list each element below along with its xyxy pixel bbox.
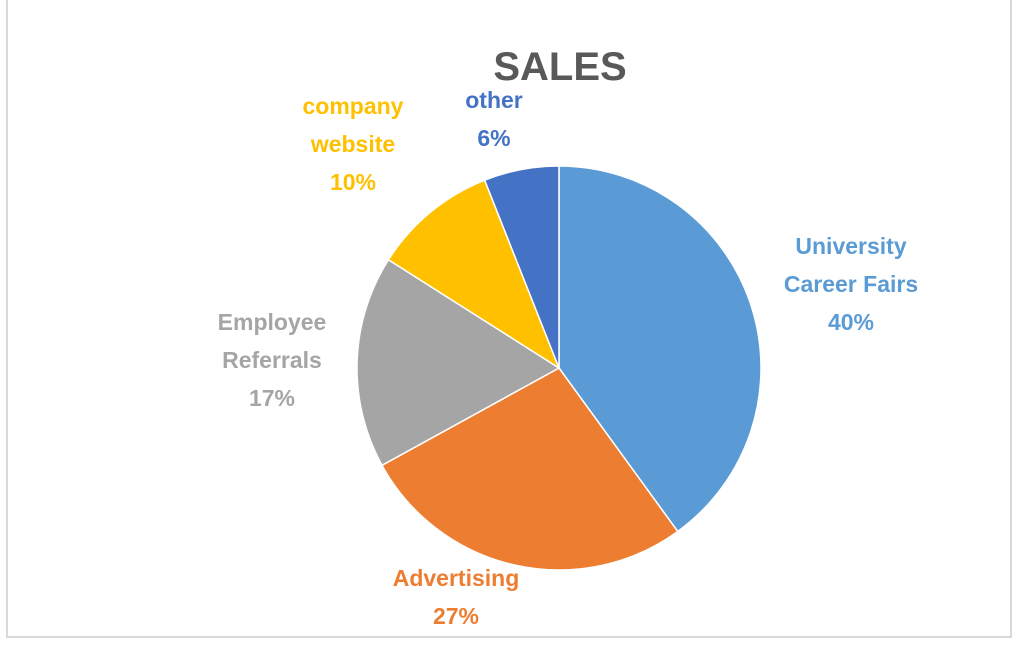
data-label-percent: 40% — [828, 309, 874, 335]
pie-slice — [356, 258, 561, 467]
data-label: Advertising 27% — [393, 565, 520, 629]
pie-slice — [387, 179, 561, 370]
pie-slice — [483, 165, 560, 369]
data-label-percent: 10% — [330, 169, 376, 195]
data-label-percent: 17% — [249, 385, 295, 411]
data-label-category: website — [310, 131, 395, 157]
pie-slice — [380, 367, 679, 571]
data-label-category: University — [795, 233, 906, 259]
chart-title: SALES — [493, 45, 626, 89]
data-label-category: Employee — [218, 309, 327, 335]
data-label-percent: 27% — [433, 603, 479, 629]
data-label-category: Referrals — [222, 347, 322, 373]
data-label: Employee Referrals 17% — [218, 309, 327, 411]
data-label-category: Career Fairs — [784, 271, 918, 297]
data-label: company website 10% — [303, 93, 404, 195]
data-label: other 6% — [465, 87, 523, 151]
pie-slice — [558, 165, 762, 533]
data-label-category: other — [465, 87, 523, 113]
data-label-percent: 6% — [477, 125, 510, 151]
chart-frame — [6, 0, 1012, 638]
data-label: University Career Fairs 40% — [784, 233, 918, 335]
data-label-category: company — [303, 93, 404, 119]
data-label-category: Advertising — [393, 565, 520, 591]
